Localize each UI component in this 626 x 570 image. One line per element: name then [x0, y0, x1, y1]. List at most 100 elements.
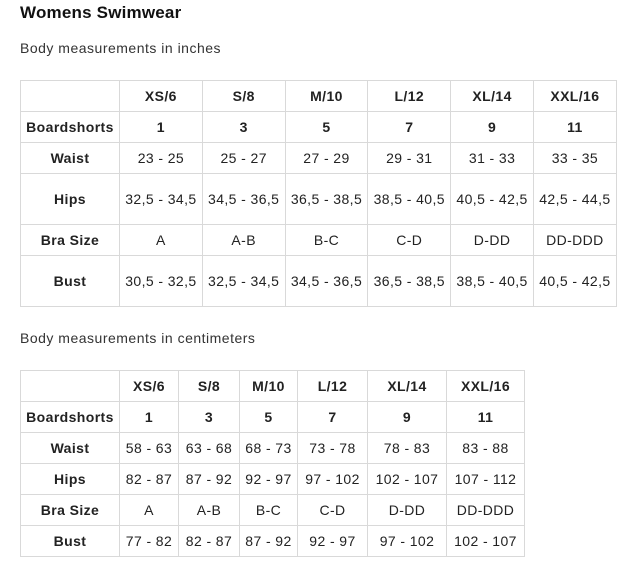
size-header: XS/6: [119, 80, 203, 112]
table-cell: 87 - 92: [178, 463, 240, 495]
row-label-boardshorts: Boardshorts: [20, 401, 120, 433]
size-header: S/8: [178, 370, 240, 402]
table-row: Hips 82 - 87 87 - 92 92 - 97 97 - 102 10…: [20, 463, 525, 495]
table-cell: 68 - 73: [239, 432, 298, 464]
size-header: M/10: [239, 370, 298, 402]
row-label-waist: Waist: [20, 432, 120, 464]
table-row: Bra Size A A-B B-C C-D D-DD DD-DDD: [20, 494, 525, 526]
table-cell: 42,5 - 44,5: [532, 173, 617, 225]
table-cell: 9: [367, 401, 447, 433]
table-row: Bra Size A A-B B-C C-D D-DD DD-DDD: [20, 224, 617, 256]
header-corner-cell: [20, 80, 120, 112]
header-corner-cell: [20, 370, 120, 402]
size-header: L/12: [297, 370, 368, 402]
page-title: Womens Swimwear: [20, 3, 182, 22]
table-cell: 31 - 33: [450, 142, 534, 174]
inches-caption: Body measurements in inches: [20, 40, 222, 56]
row-label-hips: Hips: [20, 463, 120, 495]
table-cell: 58 - 63: [119, 432, 179, 464]
size-header: L/12: [367, 80, 452, 112]
table-cell: B-C: [284, 224, 369, 256]
table-row: Bust 77 - 82 82 - 87 87 - 92 92 - 97 97 …: [20, 525, 525, 557]
table-cell: 82 - 87: [119, 463, 179, 495]
table-cell: 3: [201, 111, 286, 143]
size-header: XXL/16: [532, 80, 617, 112]
table-cell: 1: [119, 111, 203, 143]
table-cell: 25 - 27: [201, 142, 286, 174]
table-cell: DD-DDD: [446, 494, 525, 526]
inches-size-table: XS/6 S/8 M/10 L/12 XL/14 XXL/16 Boardsho…: [20, 80, 617, 307]
table-cell: B-C: [239, 494, 298, 526]
table-cell: 36,5 - 38,5: [367, 255, 452, 307]
table-cell: A-B: [178, 494, 240, 526]
row-label-hips: Hips: [20, 173, 120, 225]
table-cell: 11: [532, 111, 617, 143]
row-label-bra-size: Bra Size: [20, 224, 120, 256]
size-header: XXL/16: [446, 370, 525, 402]
table-cell: D-DD: [367, 494, 447, 526]
table-row: Boardshorts 1 3 5 7 9 11: [20, 111, 617, 143]
row-label-boardshorts: Boardshorts: [20, 111, 120, 143]
size-header: S/8: [201, 80, 286, 112]
table-cell: 92 - 97: [297, 525, 368, 557]
table-cell: 77 - 82: [119, 525, 179, 557]
table-cell: 38,5 - 40,5: [367, 173, 452, 225]
centimeters-size-table: XS/6 S/8 M/10 L/12 XL/14 XXL/16 Boardsho…: [20, 370, 525, 557]
row-label-bra-size: Bra Size: [20, 494, 120, 526]
table-cell: 87 - 92: [239, 525, 298, 557]
row-label-bust: Bust: [20, 525, 120, 557]
table-row: Hips 32,5 - 34,5 34,5 - 36,5 36,5 - 38,5…: [20, 173, 617, 225]
table-cell: 5: [284, 111, 369, 143]
table-cell: 7: [297, 401, 368, 433]
row-label-bust: Bust: [20, 255, 120, 307]
table-row: Bust 30,5 - 32,5 32,5 - 34,5 34,5 - 36,5…: [20, 255, 617, 307]
table-cell: 107 - 112: [446, 463, 525, 495]
table-cell: 40,5 - 42,5: [450, 173, 534, 225]
table-cell: 5: [239, 401, 298, 433]
table-cell: 73 - 78: [297, 432, 368, 464]
table-cell: 3: [178, 401, 240, 433]
table-cell: D-DD: [450, 224, 534, 256]
table-cell: 92 - 97: [239, 463, 298, 495]
table-cell: C-D: [297, 494, 368, 526]
table-cell: 34,5 - 36,5: [284, 255, 369, 307]
table-row: Boardshorts 1 3 5 7 9 11: [20, 401, 525, 433]
table-cell: 83 - 88: [446, 432, 525, 464]
table-cell: 82 - 87: [178, 525, 240, 557]
table-cell: C-D: [367, 224, 452, 256]
table-cell: 40,5 - 42,5: [532, 255, 617, 307]
table-header-row: XS/6 S/8 M/10 L/12 XL/14 XXL/16: [20, 370, 525, 402]
size-header: XL/14: [367, 370, 447, 402]
table-cell: 30,5 - 32,5: [119, 255, 203, 307]
table-cell: 97 - 102: [297, 463, 368, 495]
table-cell: 7: [367, 111, 452, 143]
table-cell: 63 - 68: [178, 432, 240, 464]
table-cell: 34,5 - 36,5: [201, 173, 286, 225]
row-label-waist: Waist: [20, 142, 120, 174]
table-cell: 9: [450, 111, 534, 143]
table-cell: 97 - 102: [367, 525, 447, 557]
size-header: M/10: [284, 80, 369, 112]
table-cell: 1: [119, 401, 179, 433]
table-cell: A-B: [201, 224, 286, 256]
size-header: XL/14: [450, 80, 534, 112]
table-cell: 23 - 25: [119, 142, 203, 174]
size-header: XS/6: [119, 370, 179, 402]
table-cell: 38,5 - 40,5: [450, 255, 534, 307]
table-cell: 11: [446, 401, 525, 433]
table-cell: 29 - 31: [367, 142, 452, 174]
table-cell: 32,5 - 34,5: [119, 173, 203, 225]
centimeters-caption: Body measurements in centimeters: [20, 330, 256, 346]
table-cell: A: [119, 494, 179, 526]
table-cell: DD-DDD: [532, 224, 617, 256]
table-cell: 36,5 - 38,5: [284, 173, 369, 225]
table-cell: 32,5 - 34,5: [201, 255, 286, 307]
table-header-row: XS/6 S/8 M/10 L/12 XL/14 XXL/16: [20, 80, 617, 112]
table-cell: A: [119, 224, 203, 256]
table-cell: 33 - 35: [532, 142, 617, 174]
table-cell: 102 - 107: [367, 463, 447, 495]
table-row: Waist 58 - 63 63 - 68 68 - 73 73 - 78 78…: [20, 432, 525, 464]
table-row: Waist 23 - 25 25 - 27 27 - 29 29 - 31 31…: [20, 142, 617, 174]
table-cell: 102 - 107: [446, 525, 525, 557]
table-cell: 27 - 29: [284, 142, 369, 174]
